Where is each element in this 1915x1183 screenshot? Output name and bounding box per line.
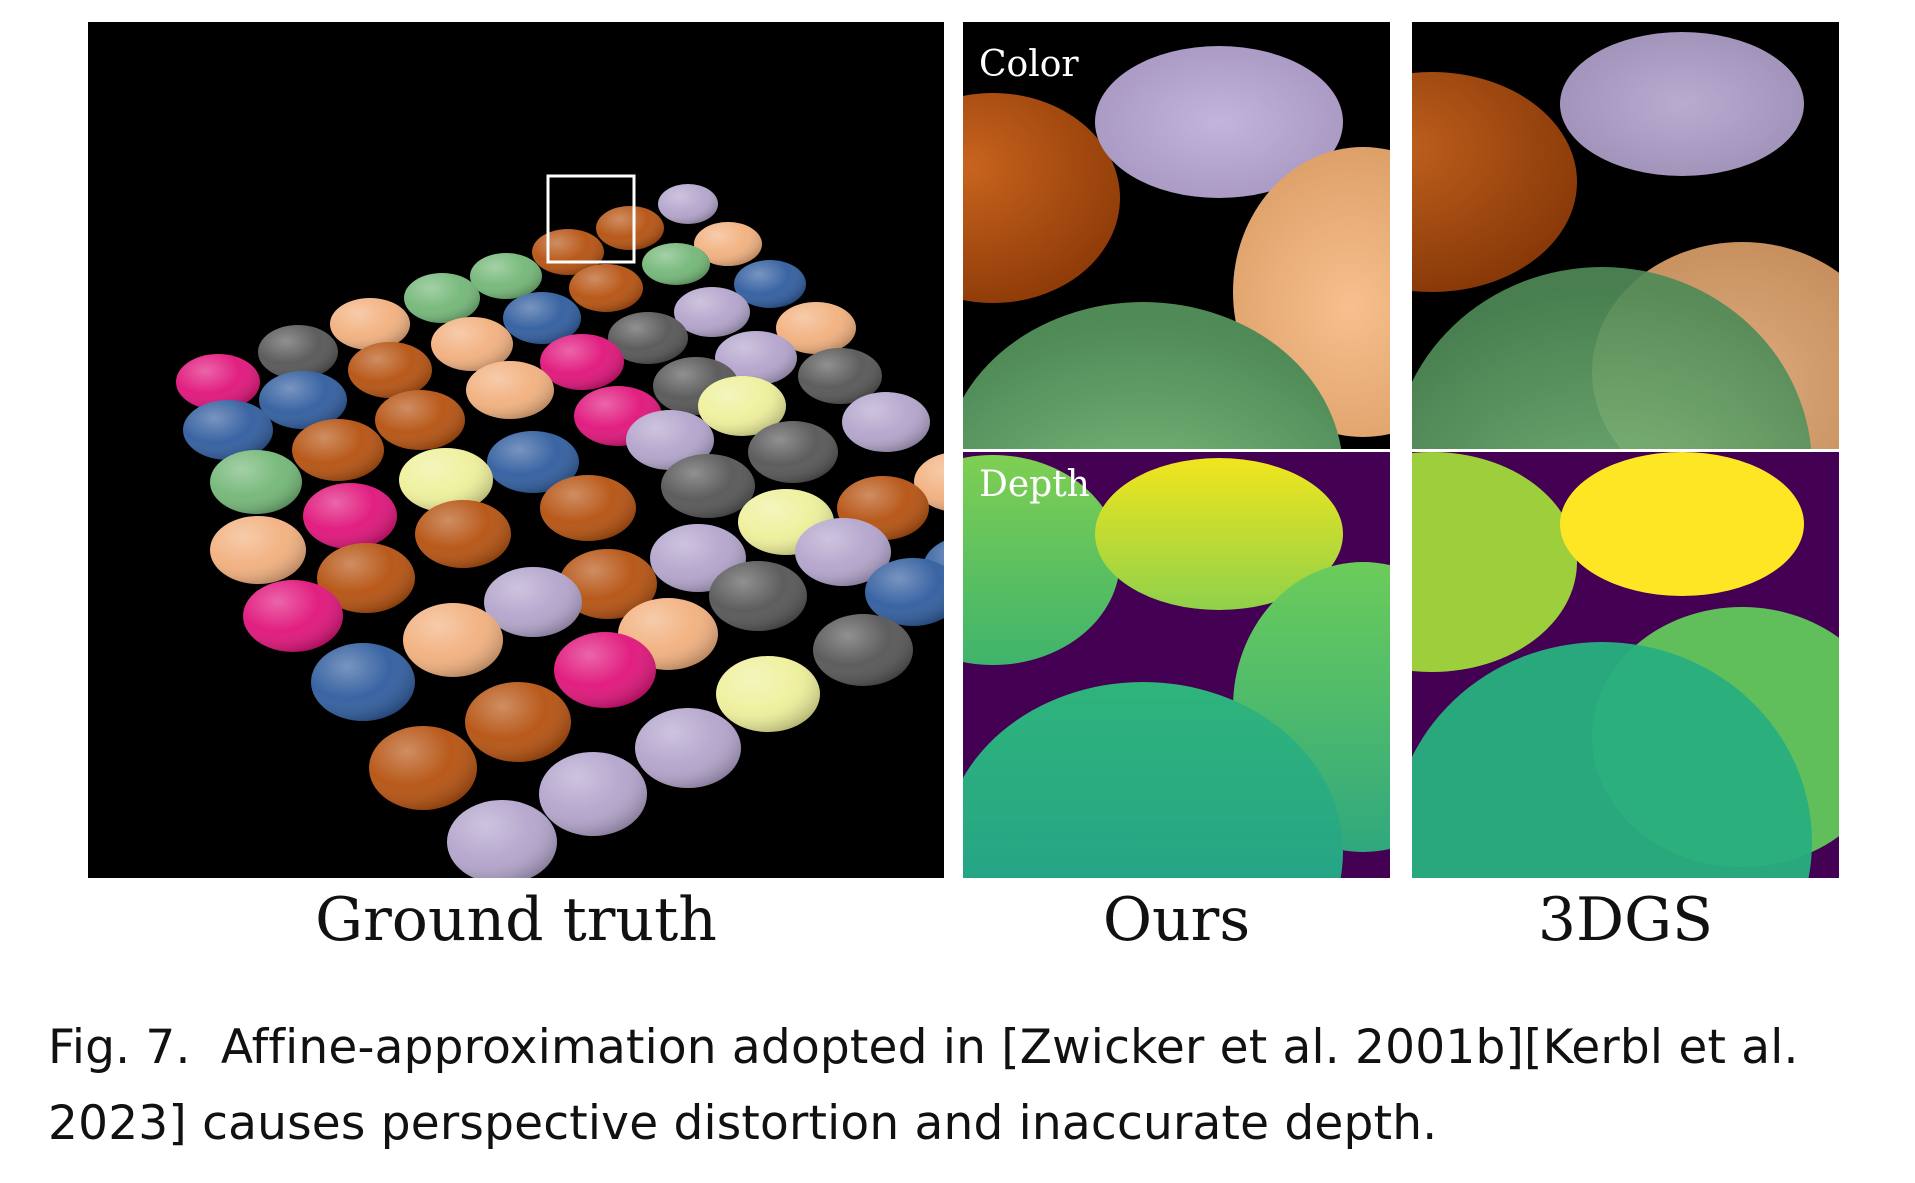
ours-color-panel: Color bbox=[963, 22, 1390, 449]
color-row-label: Color bbox=[979, 44, 1079, 85]
sphere-shading bbox=[303, 483, 397, 549]
sphere-shading bbox=[865, 558, 944, 626]
sphere-shading bbox=[539, 752, 647, 836]
sphere-shading bbox=[608, 312, 688, 364]
sphere-shading bbox=[540, 475, 636, 541]
sphere-shading bbox=[176, 354, 260, 410]
green-ball bbox=[1412, 267, 1812, 449]
sphere-shading bbox=[626, 410, 714, 470]
ours-depth-panel: Depth bbox=[963, 452, 1390, 878]
sphere-shading bbox=[431, 317, 513, 371]
sphere-shading bbox=[559, 549, 657, 619]
sphere-shading bbox=[709, 561, 807, 631]
depth-left-blob bbox=[1412, 452, 1577, 672]
orange-ball bbox=[963, 93, 1120, 303]
sphere-shading bbox=[369, 726, 477, 810]
sphere-shading bbox=[596, 206, 664, 250]
sphere-shading bbox=[554, 632, 656, 708]
sphere-shading bbox=[259, 371, 347, 429]
sphere-shading bbox=[311, 643, 415, 721]
sphere-shading bbox=[330, 298, 410, 350]
sphere-shading bbox=[404, 273, 480, 323]
sphere-shading bbox=[642, 243, 710, 285]
baseline-depth-image bbox=[1412, 452, 1839, 878]
baseline-color-image bbox=[1412, 32, 1839, 449]
sphere-shading bbox=[292, 419, 384, 481]
caption-text: Affine-approximation adopted in [Zwicker… bbox=[48, 1020, 1799, 1151]
sphere-shading bbox=[258, 325, 338, 379]
sphere-shading bbox=[503, 292, 581, 344]
sphere-shading bbox=[317, 543, 415, 613]
ground-truth-image bbox=[176, 174, 944, 878]
sphere-shading bbox=[661, 454, 755, 518]
baseline-label: 3DGS bbox=[1537, 885, 1714, 955]
sphere-shading bbox=[210, 450, 302, 514]
caption-number: Fig. 7. bbox=[48, 1020, 191, 1075]
sphere-shading bbox=[465, 682, 571, 762]
sphere-shading bbox=[715, 331, 797, 385]
ours-label: Ours bbox=[1102, 885, 1251, 955]
ground-truth-label: Ground truth bbox=[315, 885, 717, 955]
green-ball bbox=[963, 302, 1342, 449]
sphere-shading bbox=[813, 614, 913, 686]
sphere-shading bbox=[569, 264, 643, 312]
sphere-shading bbox=[403, 603, 503, 677]
sphere-shading bbox=[776, 302, 856, 354]
sphere-shading bbox=[470, 253, 542, 299]
sphere-shading bbox=[243, 580, 343, 652]
sphere-shading bbox=[399, 448, 493, 512]
sphere-shading bbox=[798, 348, 882, 404]
sphere-shading bbox=[635, 708, 741, 788]
sphere-shading bbox=[447, 800, 557, 878]
sphere-shading bbox=[540, 334, 624, 390]
lavender-ball bbox=[1560, 32, 1804, 176]
sphere-shading bbox=[694, 222, 762, 266]
sphere-shading bbox=[415, 500, 511, 568]
depth-top-blob bbox=[1560, 452, 1804, 596]
sphere-shading bbox=[698, 376, 786, 436]
sphere-shading bbox=[748, 421, 838, 483]
sphere-shading bbox=[795, 518, 891, 586]
sphere-shading bbox=[375, 390, 465, 450]
depth-top-blob bbox=[1095, 458, 1343, 610]
ours-color-image bbox=[963, 46, 1390, 449]
depth-bottom-blob bbox=[963, 682, 1343, 878]
baseline-color-panel bbox=[1412, 22, 1839, 449]
lavender-ball bbox=[1095, 46, 1343, 198]
depth-row-label: Depth bbox=[979, 464, 1090, 505]
sphere-shading bbox=[484, 567, 582, 637]
sphere-shading bbox=[658, 184, 718, 224]
baseline-depth-panel bbox=[1412, 452, 1839, 878]
depth-left-blob bbox=[963, 455, 1120, 665]
sphere-shading bbox=[674, 287, 750, 337]
orange-ball bbox=[1412, 72, 1577, 292]
zoom-highlight-box bbox=[546, 174, 636, 264]
ground-truth-panel bbox=[88, 22, 944, 878]
ours-depth-image bbox=[963, 455, 1390, 878]
sphere-shading bbox=[183, 400, 273, 460]
sphere-shading bbox=[348, 342, 432, 398]
sphere-shading bbox=[210, 516, 306, 584]
sphere-shading bbox=[842, 392, 930, 452]
figure-caption: Fig. 7. Affine-approximation adopted in … bbox=[48, 1010, 1888, 1162]
sphere-shading bbox=[716, 656, 820, 732]
sphere-shading bbox=[466, 361, 554, 419]
depth-bottom-blob bbox=[1412, 642, 1812, 878]
sphere-shading bbox=[734, 260, 806, 308]
sphere-shading bbox=[487, 431, 579, 493]
